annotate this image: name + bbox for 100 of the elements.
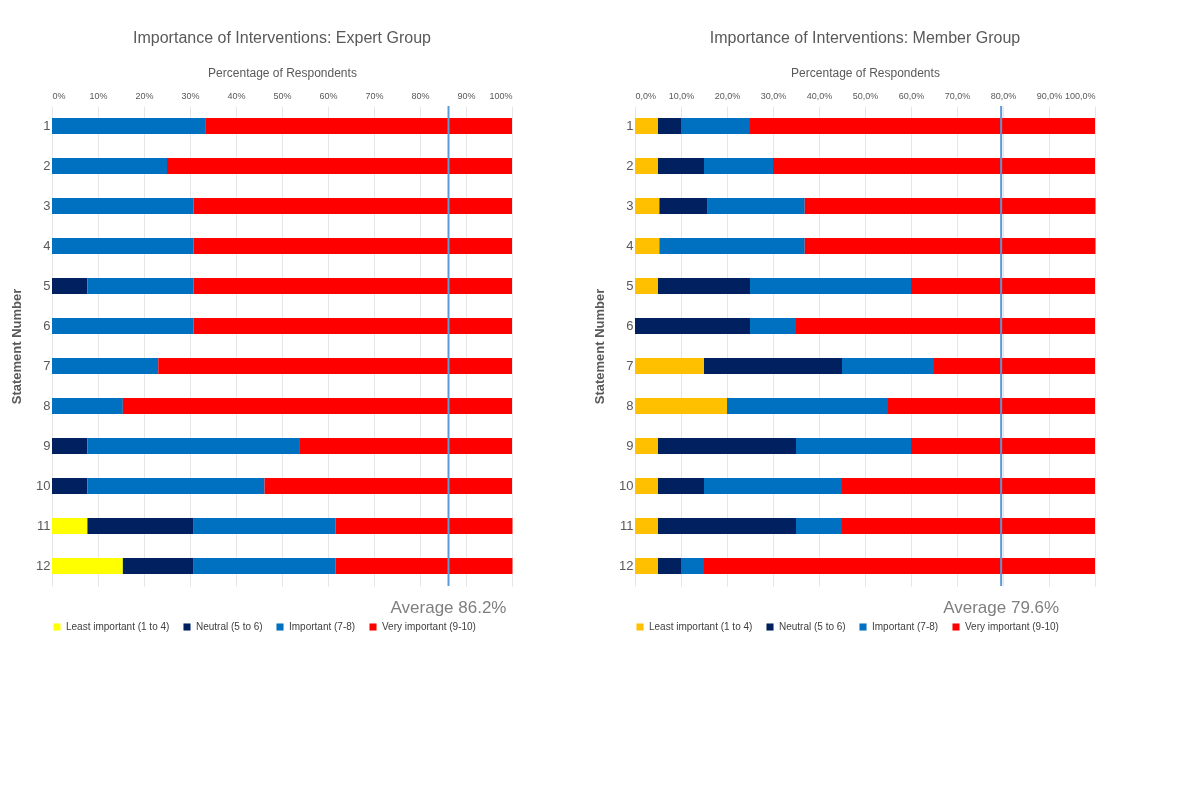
y-tick-label: 12: [36, 558, 51, 573]
bar: [773, 158, 1095, 174]
y-tick-label: 7: [43, 358, 51, 373]
y-tick-label: 8: [626, 398, 634, 413]
x-tick-label: 30%: [181, 90, 200, 101]
x-tick-label: 100%: [489, 90, 513, 101]
bar: [804, 198, 1096, 214]
y-tick-label: 4: [43, 238, 51, 253]
bar: [911, 278, 1095, 294]
bar: [52, 238, 194, 254]
y-tick-label: 3: [626, 198, 634, 213]
bar: [635, 478, 658, 494]
x-axis-title: Percentage of Respondents: [791, 65, 940, 80]
bar: [658, 518, 796, 534]
bar: [52, 558, 123, 574]
x-tick-label: 0%: [52, 90, 66, 101]
bar: [704, 358, 842, 374]
x-tick-label: 70,0%: [944, 90, 971, 101]
x-tick-label: 20%: [135, 90, 154, 101]
bar: [911, 438, 1095, 454]
bar: [52, 438, 88, 454]
y-tick-label: 9: [43, 438, 51, 453]
ref-line-label: Average 86.2%: [390, 598, 507, 617]
bar: [842, 358, 934, 374]
x-tick-label: 100,0%: [1064, 90, 1096, 101]
y-tick-label: 6: [626, 318, 634, 333]
legend-label: Important (7-8): [872, 621, 939, 632]
bar: [804, 238, 1096, 254]
bar: [52, 118, 206, 134]
x-tick-label: 70%: [365, 90, 384, 101]
legend-label: Least important (1 to 4): [649, 621, 753, 632]
bar: [796, 318, 1095, 334]
y-tick-label: 2: [43, 158, 51, 173]
x-tick-label: 40,0%: [806, 90, 833, 101]
y-tick-label: 4: [626, 238, 634, 253]
legend-label: Neutral (5 to 6): [196, 621, 263, 632]
x-tick-label: 90,0%: [1036, 90, 1063, 101]
y-tick-label: 8: [43, 398, 51, 413]
bar: [658, 118, 681, 134]
y-tick-label: 3: [43, 198, 51, 213]
bar: [52, 198, 194, 214]
y-axis-title: Statement Number: [9, 288, 25, 405]
x-tick-label: 30,0%: [760, 90, 787, 101]
bar: [796, 518, 842, 534]
bar: [842, 478, 1095, 494]
bar: [934, 358, 1095, 374]
bar: [193, 558, 336, 574]
bar: [122, 558, 194, 574]
x-tick-label: 50%: [273, 90, 292, 101]
bar: [193, 198, 512, 214]
bar: [658, 478, 704, 494]
x-tick-label: 10%: [89, 90, 108, 101]
bar: [659, 238, 805, 254]
bar: [635, 158, 658, 174]
bar: [193, 518, 336, 534]
bar: [750, 318, 796, 334]
bar: [158, 358, 512, 374]
bar: [193, 278, 512, 294]
bar: [727, 398, 888, 414]
bar: [658, 558, 681, 574]
bar: [52, 278, 88, 294]
y-tick-label: 11: [620, 518, 634, 533]
legend-label: Very important (9-10): [965, 621, 1059, 632]
bar: [52, 518, 88, 534]
bar: [750, 118, 1095, 134]
bar: [635, 398, 727, 414]
y-tick-label: 10: [619, 478, 634, 493]
x-tick-label: 80,0%: [990, 90, 1017, 101]
bar: [635, 318, 750, 334]
y-tick-label: 7: [626, 358, 634, 373]
y-tick-label: 5: [43, 278, 51, 293]
bar: [888, 398, 1095, 414]
bar: [52, 318, 194, 334]
chart-title: Importance of Interventions: Member Group: [709, 29, 1021, 46]
y-tick-label: 10: [36, 478, 51, 493]
bar: [658, 438, 796, 454]
bar: [659, 198, 708, 214]
bar: [122, 398, 512, 414]
bar: [704, 558, 1095, 574]
bar: [193, 318, 512, 334]
legend-label: Least important (1 to 4): [66, 621, 170, 632]
bar: [707, 198, 805, 214]
bar: [704, 478, 842, 494]
bar: [193, 238, 512, 254]
x-tick-label: 10,0%: [668, 90, 695, 101]
bar: [750, 278, 911, 294]
y-tick-label: 11: [37, 518, 51, 533]
y-tick-label: 2: [626, 158, 634, 173]
bar: [635, 238, 660, 254]
y-tick-label: 6: [43, 318, 51, 333]
y-axis-title: Statement Number: [592, 288, 608, 405]
bar: [704, 158, 773, 174]
legend-label: Very important (9-10): [382, 621, 476, 632]
x-tick-label: 60%: [319, 90, 338, 101]
bar: [658, 158, 704, 174]
bar: [167, 158, 512, 174]
x-tick-label: 60,0%: [898, 90, 925, 101]
ref-line-label: Average 79.6%: [943, 598, 1060, 617]
bar: [635, 278, 658, 294]
bar: [87, 438, 300, 454]
